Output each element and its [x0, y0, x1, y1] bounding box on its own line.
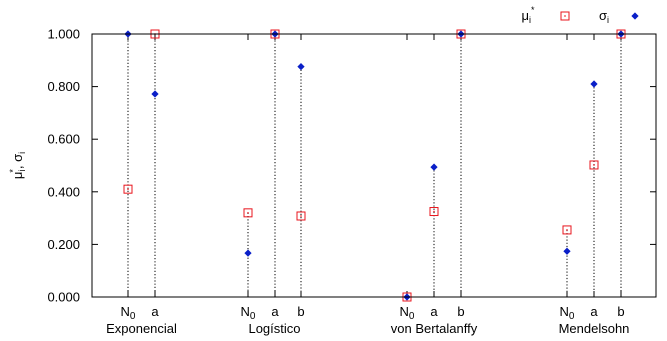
- data-markers: [123, 29, 626, 302]
- mu-star-point-center: [593, 164, 595, 166]
- plot-frame: [91, 33, 657, 298]
- group-label: Logístico: [248, 321, 300, 336]
- sigma-point: [244, 249, 252, 257]
- legend-sigma-marker: [631, 12, 639, 20]
- sigma-point: [590, 80, 598, 88]
- y-tick-label: 0.800: [47, 79, 80, 94]
- mu-star-point: [429, 207, 439, 217]
- x-tick-label: a: [590, 304, 598, 319]
- x-tick-label: N0: [400, 304, 415, 322]
- sigma-point: [297, 62, 305, 71]
- legend-mu-marker: [560, 11, 570, 21]
- drop-lines: [127, 34, 622, 297]
- mu-star-point-center: [566, 229, 568, 231]
- y-axis-label: μi*, σi: [8, 152, 27, 179]
- y-tick-label: 0.600: [47, 132, 80, 147]
- mu-star-point: [296, 211, 306, 221]
- mu-star-point-center: [247, 212, 249, 214]
- mu-star-point: [589, 160, 599, 170]
- group-label: von Bertalanffy: [391, 321, 478, 336]
- sigma-point: [430, 163, 438, 171]
- legend: μi* σi: [521, 5, 639, 25]
- x-tick-label: b: [457, 304, 464, 319]
- y-tick-label: 0.000: [47, 290, 80, 305]
- group-label: Mendelsohn: [559, 321, 630, 336]
- x-tick-label: a: [271, 304, 279, 319]
- x-tick-label: a: [151, 304, 159, 319]
- mu-star-point-center: [300, 215, 302, 217]
- mu-star-point: [243, 208, 253, 218]
- x-tick-label: N0: [560, 304, 575, 322]
- mu-star-point-center: [433, 210, 435, 213]
- x-tick-label: b: [297, 304, 304, 319]
- y-tick-label: 0.400: [47, 184, 80, 199]
- x-axis-ticks: [127, 34, 622, 297]
- legend-label: σi: [599, 8, 609, 25]
- y-tick-label: 0.200: [47, 237, 80, 252]
- mu-star-point-center: [127, 188, 129, 190]
- x-tick-label: a: [430, 304, 438, 319]
- y-axis-label-text: μi*, σi: [8, 152, 27, 179]
- legend-mu-marker-center: [564, 15, 566, 17]
- group-label: Exponencial: [106, 321, 177, 336]
- x-tick-label: N0: [241, 304, 256, 322]
- y-tick-label: 1.000: [47, 27, 80, 42]
- legend-label: μi*: [521, 5, 535, 25]
- y-axis-ticks: 0.000 0.200 0.400 0.600 0.800 1.000: [47, 27, 656, 305]
- sigma-point: [151, 90, 159, 98]
- x-tick-label: N0: [121, 304, 136, 322]
- mu-star-point: [123, 184, 133, 194]
- sigma-point: [563, 247, 571, 255]
- x-tick-label: b: [617, 304, 624, 319]
- mu-star-point: [562, 225, 572, 235]
